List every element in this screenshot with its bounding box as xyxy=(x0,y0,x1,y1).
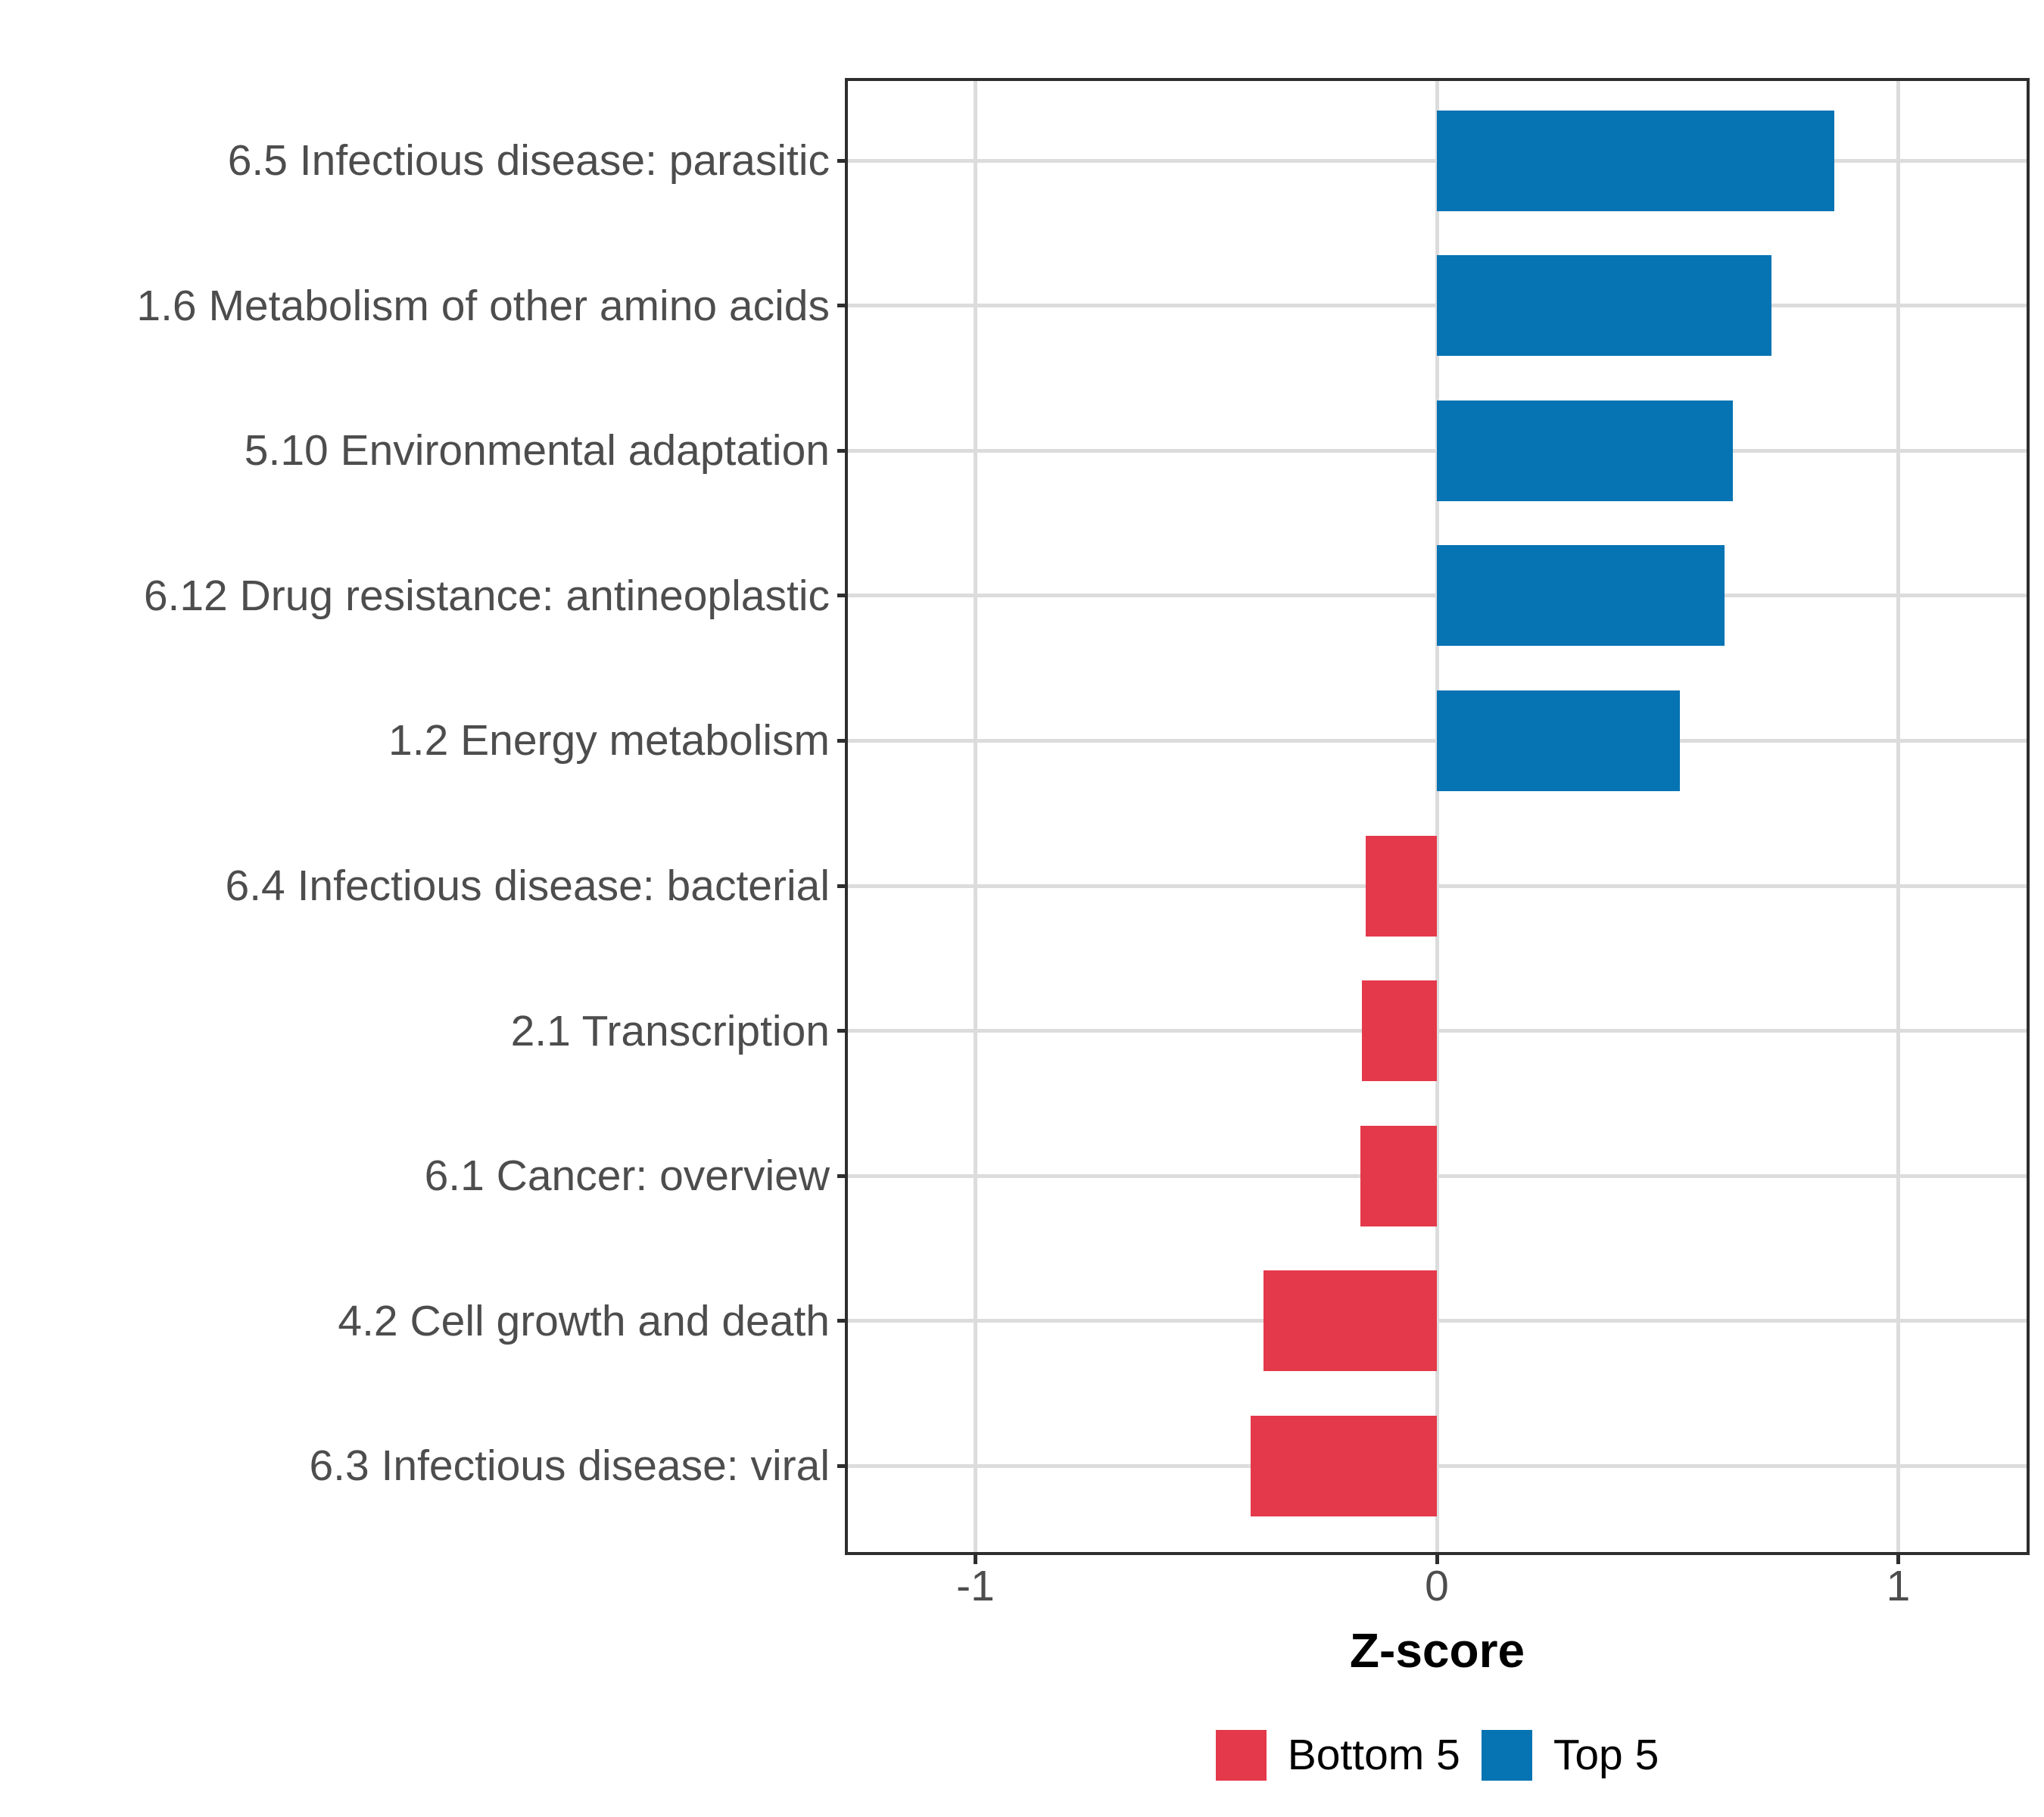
y-axis-tick xyxy=(837,158,848,163)
y-gridline xyxy=(848,1319,2027,1323)
y-axis-label: 6.1 Cancer: overview xyxy=(424,1152,830,1201)
y-gridline xyxy=(848,1463,2027,1468)
y-axis-tick xyxy=(837,738,848,743)
x-gridline xyxy=(1435,81,1439,1552)
x-axis-tick xyxy=(1896,1554,1900,1564)
y-axis-label: 4.2 Cell growth and death xyxy=(338,1296,830,1345)
legend: Bottom 5 Top 5 xyxy=(848,1730,2027,1781)
x-axis-tick xyxy=(1435,1554,1439,1564)
x-gridline xyxy=(1896,81,1900,1552)
y-axis-tick xyxy=(837,1029,848,1033)
x-axis-tick xyxy=(974,1554,977,1564)
bar xyxy=(1361,980,1437,1082)
x-axis-tick-label: 1 xyxy=(1886,1562,1911,1610)
legend-label-bottom-5: Bottom 5 xyxy=(1287,1731,1460,1779)
y-axis-label: 5.10 Environmental adaptation xyxy=(244,426,830,475)
y-axis-label: 6.5 Infectious disease: parasitic xyxy=(227,136,830,185)
y-axis-tick xyxy=(837,448,848,453)
y-axis-label: 1.2 Energy metabolism xyxy=(388,716,830,765)
x-axis-title: Z-score xyxy=(1349,1623,1525,1678)
y-axis-label: 6.3 Infectious disease: viral xyxy=(309,1441,830,1491)
y-axis-tick xyxy=(837,884,848,888)
legend-key-bottom-5 xyxy=(1215,1730,1267,1781)
legend-key-top-5 xyxy=(1481,1730,1532,1781)
y-axis-label: 6.4 Infectious disease: bacterial xyxy=(225,862,830,910)
y-axis-tick xyxy=(837,1319,848,1323)
bar xyxy=(1437,690,1681,791)
x-axis-tick-label: -1 xyxy=(956,1562,995,1610)
bar xyxy=(1437,255,1772,357)
y-axis-tick xyxy=(837,1463,848,1468)
bar xyxy=(1263,1270,1437,1372)
bar xyxy=(1437,110,1834,211)
legend-label-top-5: Top 5 xyxy=(1553,1731,1659,1779)
x-gridline xyxy=(974,81,977,1552)
bar xyxy=(1250,1415,1437,1516)
y-axis-label: 1.6 Metabolism of other amino acids xyxy=(136,281,830,330)
bar xyxy=(1437,400,1733,501)
y-axis-tick xyxy=(837,594,848,598)
y-gridline xyxy=(848,1029,2027,1033)
y-axis-tick xyxy=(837,1173,848,1178)
y-axis-label: 2.1 Transcription xyxy=(510,1006,830,1055)
y-gridline xyxy=(848,1173,2027,1178)
x-axis-tick-label: 0 xyxy=(1425,1562,1449,1610)
bar xyxy=(1365,835,1437,937)
y-gridline xyxy=(848,884,2027,888)
y-axis-label: 6.12 Drug resistance: antineoplastic xyxy=(143,571,830,620)
y-axis-tick xyxy=(837,304,848,308)
bar xyxy=(1437,545,1725,647)
bar xyxy=(1360,1125,1437,1226)
